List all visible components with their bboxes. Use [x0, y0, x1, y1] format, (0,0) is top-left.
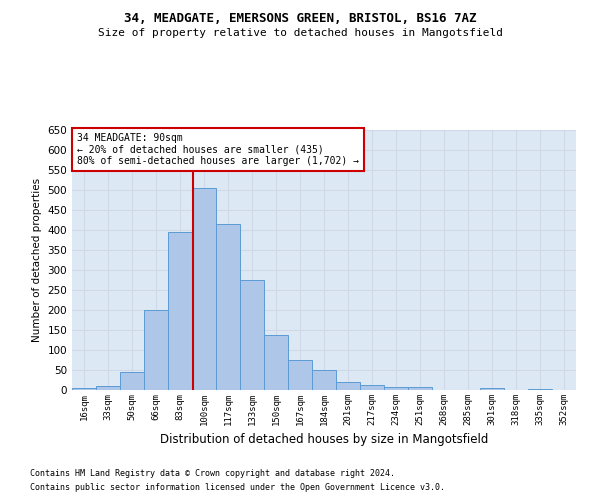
Bar — [384, 387, 408, 390]
Bar — [144, 310, 168, 390]
Bar — [408, 387, 432, 390]
X-axis label: Distribution of detached houses by size in Mangotsfield: Distribution of detached houses by size … — [160, 434, 488, 446]
Bar — [336, 382, 360, 390]
Bar — [240, 280, 264, 390]
Text: 34 MEADGATE: 90sqm
← 20% of detached houses are smaller (435)
80% of semi-detach: 34 MEADGATE: 90sqm ← 20% of detached hou… — [77, 132, 359, 166]
Bar — [168, 232, 192, 390]
Bar — [360, 385, 384, 390]
Bar — [96, 386, 120, 390]
Text: Contains HM Land Registry data © Crown copyright and database right 2024.: Contains HM Land Registry data © Crown c… — [30, 468, 395, 477]
Bar — [288, 360, 312, 390]
Bar — [528, 389, 552, 390]
Text: Size of property relative to detached houses in Mangotsfield: Size of property relative to detached ho… — [97, 28, 503, 38]
Text: Contains public sector information licensed under the Open Government Licence v3: Contains public sector information licen… — [30, 484, 445, 492]
Bar — [72, 388, 96, 390]
Bar — [264, 335, 288, 390]
Text: 34, MEADGATE, EMERSONS GREEN, BRISTOL, BS16 7AZ: 34, MEADGATE, EMERSONS GREEN, BRISTOL, B… — [124, 12, 476, 26]
Bar — [120, 372, 144, 390]
Bar — [192, 188, 216, 390]
Y-axis label: Number of detached properties: Number of detached properties — [32, 178, 42, 342]
Bar — [480, 388, 504, 390]
Bar — [312, 370, 336, 390]
Bar — [216, 224, 240, 390]
